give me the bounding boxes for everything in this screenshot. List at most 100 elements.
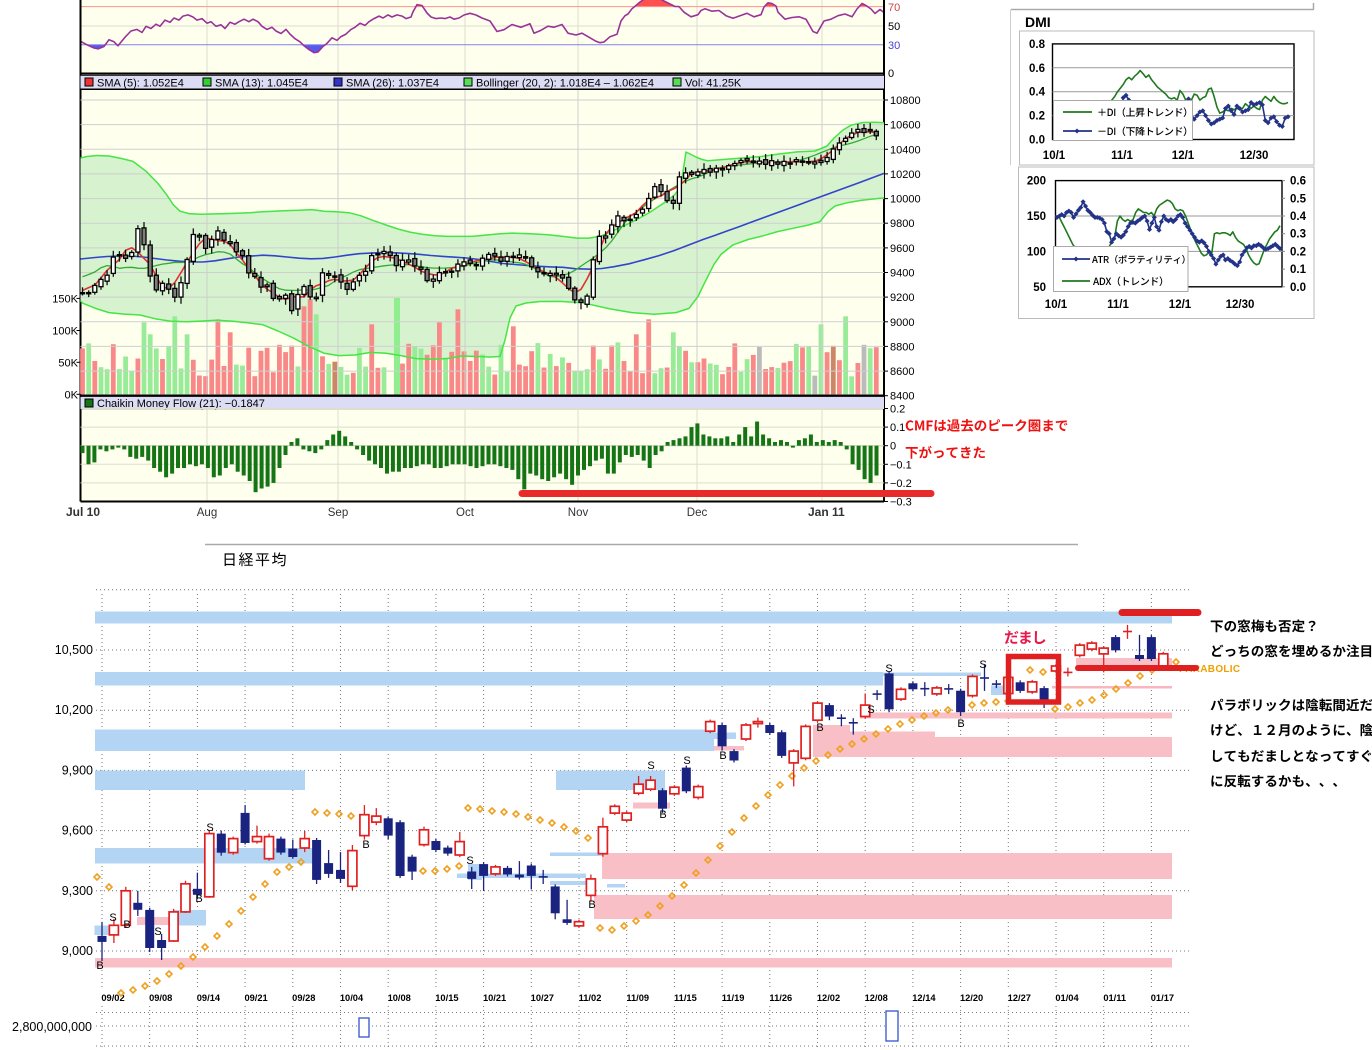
svg-text:B: B [123, 919, 130, 931]
svg-text:9000: 9000 [890, 317, 914, 329]
svg-text:10/27: 10/27 [531, 993, 554, 1003]
svg-text:0.2: 0.2 [890, 404, 905, 416]
svg-text:0: 0 [890, 441, 896, 453]
svg-text:S: S [979, 659, 986, 671]
svg-text:0.4: 0.4 [1290, 211, 1307, 223]
svg-text:9,900: 9,900 [62, 763, 93, 777]
svg-text:0.2: 0.2 [1290, 246, 1306, 258]
svg-text:11/15: 11/15 [674, 993, 697, 1003]
svg-text:9200: 9200 [890, 292, 914, 304]
svg-text:100: 100 [1027, 246, 1046, 258]
svg-text:12/30: 12/30 [1240, 150, 1269, 162]
svg-text:10/1: 10/1 [1045, 299, 1068, 311]
svg-text:11/1: 11/1 [1107, 299, 1129, 311]
svg-text:10400: 10400 [890, 144, 921, 156]
svg-text:09/21: 09/21 [244, 993, 267, 1003]
svg-text:50: 50 [888, 21, 900, 33]
svg-text:9600: 9600 [890, 243, 914, 255]
svg-text:−0.2: −0.2 [890, 478, 912, 490]
svg-text:12/27: 12/27 [1008, 993, 1031, 1003]
svg-text:0.5: 0.5 [1290, 193, 1307, 205]
svg-text:10600: 10600 [890, 120, 921, 132]
svg-text:01/04: 01/04 [1055, 993, 1079, 1003]
svg-text:8400: 8400 [890, 391, 914, 403]
svg-text:10/1: 10/1 [1043, 150, 1066, 162]
svg-text:0.0: 0.0 [1290, 282, 1306, 294]
svg-text:10/15: 10/15 [435, 993, 458, 1003]
svg-text:S: S [466, 855, 473, 867]
svg-text:Aug: Aug [197, 507, 217, 519]
svg-text:12/02: 12/02 [817, 993, 840, 1003]
svg-text:11/1: 11/1 [1111, 150, 1133, 162]
svg-text:Nov: Nov [568, 507, 589, 519]
svg-text:12/1: 12/1 [1172, 150, 1195, 162]
svg-text:0.3: 0.3 [1290, 229, 1306, 241]
svg-text:Sep: Sep [328, 507, 348, 519]
svg-text:70: 70 [888, 2, 900, 14]
svg-text:0.8: 0.8 [1029, 39, 1046, 51]
svg-text:SMA (5): 1.052E4: SMA (5): 1.052E4 [97, 78, 184, 90]
svg-text:01/11: 01/11 [1103, 993, 1126, 1003]
svg-text:B: B [195, 893, 202, 905]
svg-text:S: S [109, 912, 116, 924]
svg-text:SMA (26): 1.037E4: SMA (26): 1.037E4 [346, 78, 439, 90]
svg-text:B: B [719, 750, 726, 762]
svg-text:100K: 100K [52, 326, 78, 338]
svg-text:10/04: 10/04 [340, 993, 364, 1003]
svg-text:0.4: 0.4 [1029, 87, 1046, 99]
svg-text:50K: 50K [58, 357, 78, 369]
svg-text:0K: 0K [65, 389, 79, 401]
svg-text:10,200: 10,200 [55, 703, 93, 717]
svg-text:12/14: 12/14 [912, 993, 936, 1003]
svg-text:0.0: 0.0 [1029, 135, 1045, 147]
svg-text:01/17: 01/17 [1151, 993, 1174, 1003]
svg-text:Jan 11: Jan 11 [808, 505, 845, 519]
svg-text:Dec: Dec [687, 507, 708, 519]
svg-text:PARABOLIC: PARABOLIC [1179, 664, 1240, 675]
svg-text:0.1: 0.1 [890, 422, 905, 434]
svg-text:10,500: 10,500 [55, 643, 93, 657]
svg-text:10/08: 10/08 [388, 993, 411, 1003]
svg-text:09/28: 09/28 [292, 993, 315, 1003]
svg-text:Vol: 41.25K: Vol: 41.25K [685, 78, 742, 90]
svg-text:12/08: 12/08 [865, 993, 888, 1003]
svg-text:S: S [647, 760, 654, 772]
svg-text:10200: 10200 [890, 169, 921, 181]
svg-text:50: 50 [1033, 282, 1046, 294]
svg-text:10000: 10000 [890, 194, 921, 206]
svg-text:11/02: 11/02 [579, 993, 602, 1003]
svg-text:2,800,000,000: 2,800,000,000 [12, 1020, 92, 1034]
svg-text:B: B [816, 722, 823, 734]
svg-text:Bollinger (20, 2): 1.018E4 – 1: Bollinger (20, 2): 1.018E4 – 1.062E4 [476, 78, 654, 90]
svg-text:S: S [206, 822, 213, 834]
svg-text:0: 0 [888, 68, 894, 80]
svg-text:S: S [154, 926, 161, 938]
svg-text:09/14: 09/14 [197, 993, 221, 1003]
svg-text:0.2: 0.2 [1029, 111, 1045, 123]
svg-text:B: B [96, 960, 103, 972]
svg-text:10800: 10800 [890, 95, 921, 107]
svg-text:B: B [659, 809, 666, 821]
svg-text:0.6: 0.6 [1029, 63, 1045, 75]
svg-text:B: B [957, 718, 964, 730]
svg-text:8800: 8800 [890, 341, 914, 353]
svg-text:9,300: 9,300 [62, 884, 93, 898]
svg-text:Jul 10: Jul 10 [66, 505, 100, 519]
svg-text:09/08: 09/08 [149, 993, 172, 1003]
svg-text:S: S [885, 663, 892, 675]
svg-text:B: B [362, 839, 369, 851]
svg-text:200: 200 [1027, 176, 1046, 188]
svg-text:S: S [867, 704, 874, 716]
svg-text:9,600: 9,600 [62, 824, 93, 838]
svg-text:150: 150 [1027, 211, 1046, 223]
svg-text:9400: 9400 [890, 268, 914, 280]
svg-text:11/09: 11/09 [626, 993, 649, 1003]
svg-text:12/30: 12/30 [1226, 299, 1255, 311]
svg-text:11/19: 11/19 [722, 993, 745, 1003]
svg-text:30: 30 [888, 40, 900, 52]
svg-text:10/21: 10/21 [483, 993, 506, 1003]
svg-text:0.6: 0.6 [1290, 176, 1306, 188]
svg-text:150K: 150K [52, 293, 78, 305]
svg-text:09/02: 09/02 [101, 993, 124, 1003]
svg-text:DMI: DMI [1025, 14, 1051, 30]
